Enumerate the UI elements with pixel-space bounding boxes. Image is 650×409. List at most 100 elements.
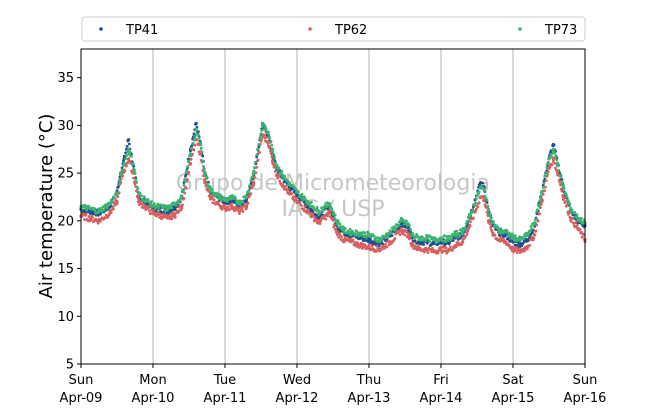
sample-tp62-263 [268, 149, 272, 153]
sample-tp73-441 [397, 223, 400, 227]
sample-tp62-681 [569, 220, 573, 223]
sample-tp62-506 [443, 249, 447, 253]
sample-tp73-642 [541, 185, 545, 189]
sample-tp73-279 [280, 169, 284, 173]
sample-tp62-668 [560, 189, 564, 193]
sample-tp73-667 [559, 174, 563, 178]
sample-tp62-138 [178, 204, 182, 208]
sample-tp62-516 [451, 248, 454, 252]
sample-tp73-365 [342, 230, 346, 234]
sample-tp41-419 [381, 242, 385, 246]
sample-tp73-58 [121, 169, 125, 173]
sample-tp62-97 [149, 212, 153, 216]
sample-tp73-582 [498, 229, 502, 233]
sample-tp73-641 [541, 190, 544, 193]
point-tp62-26 [270, 159, 275, 163]
sample-tp73-564 [485, 198, 489, 202]
sample-tp62-320 [310, 215, 313, 219]
sample-tp73-126 [170, 206, 174, 210]
sample-tp62-230 [245, 206, 249, 210]
sample-tp62-306 [299, 204, 303, 207]
sample-tp62-63 [124, 164, 128, 168]
sample-tp73-246 [256, 148, 260, 151]
sample-tp62-641 [541, 198, 544, 202]
sample-tp73-407 [372, 234, 376, 238]
sample-tp41-453 [405, 225, 409, 229]
sample-tp62-358 [337, 235, 341, 239]
sample-tp73-610 [518, 239, 522, 243]
x-tick-weekday-5: Fri [433, 373, 449, 388]
sample-tp73-230 [245, 196, 249, 200]
sample-tp73-182 [210, 189, 214, 192]
sample-tp73-240 [252, 170, 256, 174]
sample-tp62-384 [356, 241, 359, 244]
sample-tp62-126 [170, 217, 174, 221]
sample-tp73-603 [513, 234, 517, 238]
sample-tp73-507 [444, 240, 448, 243]
sample-tp62-39 [107, 213, 111, 217]
sample-tp73-120 [166, 209, 169, 213]
sample-tp73-534 [464, 225, 467, 229]
sample-tp62-669 [561, 194, 565, 197]
sample-tp62-356 [335, 233, 339, 237]
sample-tp62-81 [137, 203, 141, 207]
sample-tp73-244 [255, 153, 259, 157]
sample-tp62-129 [172, 213, 176, 216]
sample-tp62-534 [464, 235, 467, 239]
sample-tp62-254 [262, 133, 266, 137]
sample-tp73-257 [264, 127, 268, 131]
sample-tp73-643 [542, 181, 546, 185]
sample-tp62-654 [550, 163, 554, 167]
sample-tp62-215 [234, 208, 238, 212]
sample-tp62-318 [308, 212, 312, 215]
x-tick-date-7: Apr-16 [564, 391, 607, 406]
sample-tp62-389 [359, 241, 363, 245]
sample-tp62-698 [582, 233, 585, 237]
legend: TP41 TP62 TP73 [81, 16, 586, 42]
sample-tp73-428 [387, 233, 391, 236]
sample-tp73-249 [258, 135, 262, 139]
sample-tp62-649 [546, 170, 550, 174]
sample-tp62-571 [490, 230, 494, 234]
sample-tp73-363 [340, 228, 344, 232]
sample-tp73-323 [312, 205, 315, 209]
series-tp62 [79, 133, 587, 255]
sample-tp62-11 [87, 215, 91, 218]
sample-tp73-194 [219, 193, 223, 197]
sample-tp62-265 [270, 155, 274, 159]
sample-tp62-367 [343, 236, 347, 239]
sample-tp62-665 [558, 180, 562, 184]
sample-tp62-471 [418, 246, 422, 250]
sample-tp73-675 [565, 195, 569, 199]
sample-tp62-333 [319, 219, 323, 223]
sample-tp62-411 [375, 244, 379, 248]
sample-tp41-502 [441, 241, 444, 245]
sample-tp62-387 [358, 246, 362, 249]
sample-tp62-373 [348, 237, 351, 241]
sample-tp73-573 [492, 220, 495, 224]
sample-tp41-627 [531, 231, 534, 235]
sample-tp41-399 [366, 237, 370, 240]
sample-tp41-322 [311, 210, 315, 214]
sample-tp73-262 [268, 136, 272, 140]
sample-tp73-634 [536, 208, 539, 212]
sample-tp73-626 [530, 227, 534, 231]
legend-label-tp41: TP41 [125, 23, 158, 38]
legend-marker-tp41 [99, 27, 103, 31]
sample-tp62-228 [243, 204, 247, 208]
sample-tp62-248 [258, 151, 261, 154]
sample-tp62-460 [410, 244, 414, 248]
sample-tp62-689 [575, 224, 579, 228]
sample-tp62-50 [115, 202, 119, 206]
sample-tp62-95 [148, 209, 151, 213]
sample-tp62-332 [318, 222, 322, 226]
sample-tp62-257 [264, 136, 268, 139]
sample-tp62-152 [189, 162, 192, 166]
sample-tp62-637 [538, 212, 542, 216]
sample-tp73-62 [124, 157, 128, 161]
y-tick-label-30: 30 [57, 119, 74, 134]
sample-tp73-522 [455, 229, 459, 233]
sample-tp62-281 [281, 185, 285, 188]
sample-tp62-246 [256, 158, 260, 162]
sample-tp73-52 [117, 182, 120, 186]
